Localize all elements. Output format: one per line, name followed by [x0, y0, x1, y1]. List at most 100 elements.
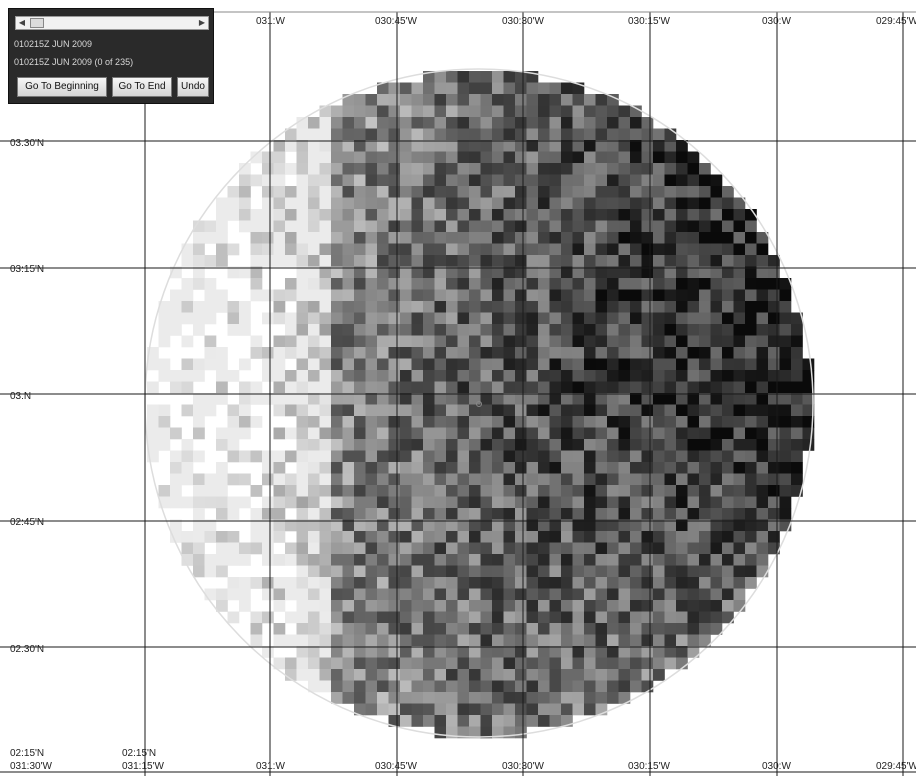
radar-cell — [733, 508, 746, 520]
time-slider[interactable]: ◀ ▶ — [15, 16, 209, 30]
radar-cell — [584, 301, 596, 313]
radar-cell — [446, 289, 458, 302]
go-to-beginning-button[interactable]: Go To Beginning — [17, 77, 107, 97]
radar-cell — [538, 174, 550, 187]
radar-cell — [388, 519, 401, 532]
radar-cell — [561, 427, 573, 440]
radar-cell — [216, 600, 228, 612]
radar-cell — [595, 197, 608, 210]
radar-cell — [756, 542, 769, 555]
radar-cell — [227, 266, 240, 279]
radar-cell — [515, 174, 527, 187]
radar-cell — [607, 105, 619, 118]
radar-cell — [595, 404, 608, 417]
radar-cell — [653, 324, 665, 336]
radar-cell — [503, 496, 516, 509]
radar-cell — [768, 358, 780, 371]
radar-cell — [676, 496, 688, 509]
radar-cell — [193, 496, 205, 509]
radar-cell — [250, 634, 263, 647]
radar-cell — [354, 151, 366, 164]
radar-cell — [492, 220, 504, 233]
radar-cell — [480, 600, 493, 612]
slider-thumb[interactable] — [30, 18, 44, 28]
radar-cell — [365, 565, 378, 578]
radar-cell — [779, 301, 792, 313]
undo-button[interactable]: Undo — [177, 77, 209, 97]
radar-cell — [480, 312, 493, 325]
radar-cell — [158, 370, 171, 382]
radar-cell — [227, 450, 240, 463]
radar-cell — [377, 439, 389, 451]
radar-cell — [653, 554, 665, 566]
radar-cell — [423, 404, 435, 417]
radar-cell — [733, 404, 746, 417]
radar-cell — [492, 335, 504, 348]
radar-cell — [480, 163, 493, 175]
radar-cell — [538, 634, 550, 647]
radar-cell — [699, 197, 711, 210]
radar-cell — [733, 485, 746, 497]
radar-cell — [434, 174, 447, 187]
radar-cell — [457, 71, 470, 83]
radar-cell — [480, 381, 493, 394]
radar-cell — [469, 358, 481, 371]
radar-cell — [549, 347, 562, 359]
radar-cell — [319, 634, 332, 647]
radar-cell — [756, 335, 769, 348]
current-time-label: 010215Z JUN 2009 — [14, 39, 93, 49]
radar-cell — [733, 588, 746, 601]
graticule-lines — [0, 11, 916, 776]
radar-cell — [170, 370, 182, 382]
radar-cell — [434, 542, 447, 555]
radar-cell — [273, 209, 286, 221]
radar-cell — [388, 197, 401, 210]
radar-cell — [572, 243, 585, 256]
radar-cell — [584, 94, 596, 106]
radar-cell — [526, 335, 539, 348]
radar-cell — [423, 439, 435, 451]
radar-cell — [538, 209, 550, 221]
radar-cell — [480, 416, 493, 428]
radar-cell — [710, 427, 723, 440]
radar-cell — [250, 347, 263, 359]
radar-cell — [526, 554, 539, 566]
radar-cell — [239, 588, 251, 601]
radar-cell — [595, 450, 608, 463]
radar-cell — [354, 289, 366, 302]
radar-cell — [584, 358, 596, 371]
radar-cell — [722, 312, 734, 325]
radar-cell — [561, 634, 573, 647]
radar-cell — [377, 473, 389, 486]
radar-cell — [308, 646, 320, 658]
radar-cell — [446, 600, 458, 612]
radar-cell — [641, 404, 654, 417]
radar-cell — [641, 278, 654, 290]
go-to-end-button[interactable]: Go To End — [112, 77, 172, 97]
radar-cell — [354, 174, 366, 187]
radar-cell — [480, 140, 493, 152]
radar-cell — [779, 370, 792, 382]
radar-cell — [354, 255, 366, 267]
radar-cell — [676, 255, 688, 267]
radar-cell — [181, 358, 194, 371]
radar-cell — [653, 393, 665, 405]
slider-right-arrow-icon[interactable]: ▶ — [198, 18, 206, 27]
radar-cell — [377, 554, 389, 566]
radar-cell — [296, 381, 309, 394]
radar-cell — [722, 232, 734, 244]
radar-cell — [239, 197, 251, 210]
radar-cell — [411, 358, 424, 371]
radar-cell — [515, 278, 527, 290]
radar-cell — [342, 577, 355, 589]
slider-left-arrow-icon[interactable]: ◀ — [18, 18, 26, 27]
radar-cell — [250, 266, 263, 279]
radar-cell — [411, 531, 424, 543]
radar-cell — [457, 347, 470, 359]
radar-cell — [653, 312, 665, 325]
radar-cell — [296, 531, 309, 543]
radar-cell — [664, 427, 677, 440]
radar-cell — [400, 473, 412, 486]
radar-cell — [607, 450, 619, 463]
